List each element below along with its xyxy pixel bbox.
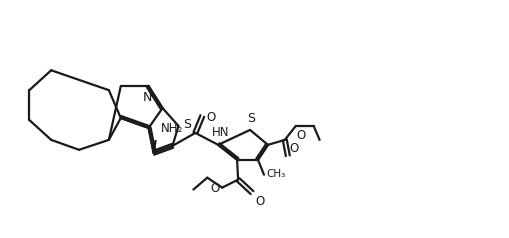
Text: HN: HN	[211, 126, 229, 139]
Text: S: S	[247, 112, 255, 125]
Text: S: S	[183, 119, 191, 131]
Text: O: O	[290, 142, 299, 155]
Text: O: O	[206, 110, 215, 124]
Text: O: O	[297, 129, 306, 142]
Text: NH₂: NH₂	[160, 122, 183, 135]
Text: N: N	[143, 91, 152, 104]
Text: O: O	[255, 194, 264, 208]
Text: CH₃: CH₃	[266, 169, 285, 179]
Text: O: O	[210, 182, 219, 195]
